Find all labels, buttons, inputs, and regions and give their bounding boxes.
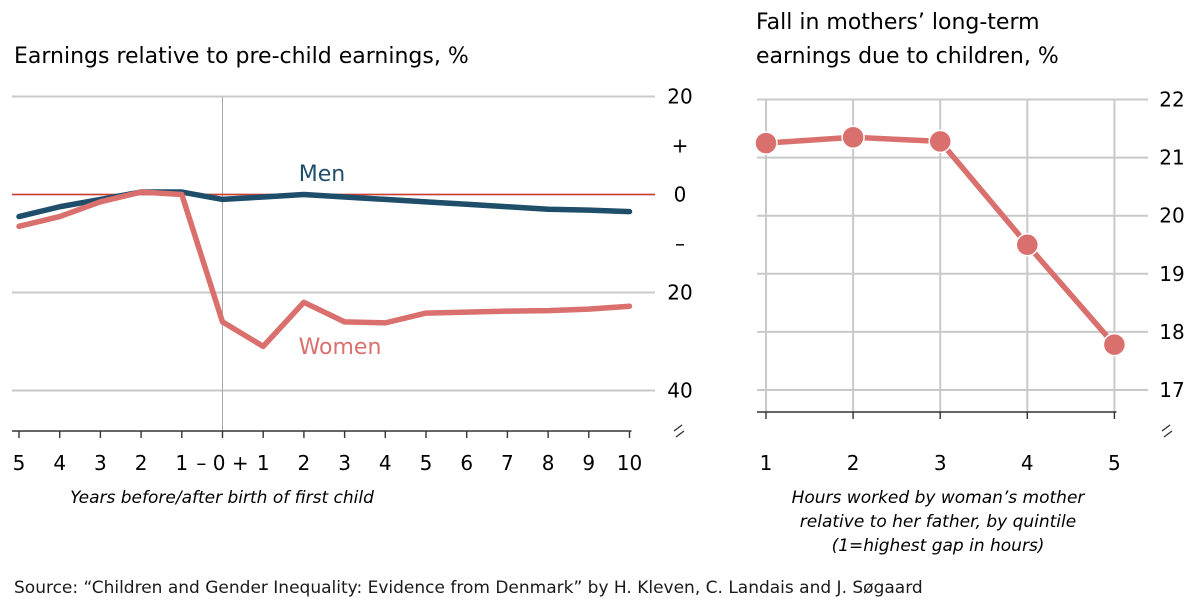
data-point: [1102, 332, 1127, 357]
x-tick-label: 3: [934, 451, 947, 475]
x-tick-label: 5: [1108, 451, 1121, 475]
axis-break-mark: [1161, 424, 1173, 438]
y-tick-label: 19: [1159, 262, 1184, 286]
y-tick-label: 20: [1159, 204, 1184, 228]
series-label-men: Men: [299, 162, 345, 187]
right-chart: Fall in mothers’ long-term earnings due t…: [754, 10, 1185, 556]
y-tick-label: –: [675, 232, 685, 256]
chart-title-line: Fall in mothers’ long-term: [756, 10, 1040, 35]
source-note: Source: “Children and Gender Inequality:…: [14, 578, 923, 598]
x-tick-label: 3: [338, 451, 351, 475]
axis-break-mark: [673, 424, 685, 438]
x-tick-label: 5: [13, 451, 26, 475]
y-tick-label: +: [672, 134, 689, 158]
y-tick-label: 20: [667, 85, 692, 109]
y-tick-label: 0: [674, 183, 687, 207]
y-tick-label: 17: [1159, 378, 1184, 402]
x-tick-label: 1: [257, 451, 270, 475]
y-tick-label: 21: [1159, 146, 1184, 170]
x-tick-label: 9: [582, 451, 595, 475]
series-line-women: [16, 189, 633, 350]
x-tick-label: 1: [760, 451, 773, 475]
x-tick-label: – 0 +: [196, 451, 248, 475]
chart-title-line: earnings due to children, %: [756, 44, 1059, 69]
data-point: [754, 131, 778, 155]
x-axis-title-line: relative to her father, by quintile: [800, 512, 1076, 532]
x-tick-label: 2: [298, 451, 311, 475]
x-tick-label: 10: [617, 451, 642, 475]
series-line-men: [16, 189, 633, 220]
x-axis-title-line: (1=highest gap in hours): [832, 536, 1045, 556]
y-tick-label: 18: [1159, 320, 1184, 344]
x-tick-label: 5: [420, 451, 433, 475]
x-tick-label: 4: [53, 451, 66, 475]
x-tick-label: 8: [542, 451, 555, 475]
data-point: [841, 125, 865, 150]
series-label-women: Women: [299, 335, 382, 360]
y-tick-label: 20: [667, 281, 692, 305]
x-tick-label: 2: [847, 451, 860, 475]
left-chart: Earnings relative to pre-child earnings,…: [12, 44, 693, 508]
data-point: [1015, 233, 1040, 257]
chart-title: Earnings relative to pre-child earnings,…: [14, 44, 469, 69]
x-tick-label: 3: [94, 451, 107, 475]
x-tick-label: 6: [460, 451, 473, 475]
y-tick-label: 40: [667, 379, 692, 403]
x-tick-label: 1: [175, 451, 188, 475]
data-point: [928, 129, 952, 154]
x-axis-title: Years before/after birth of first child: [70, 488, 374, 508]
x-axis-title-line: Hours worked by woman’s mother: [792, 488, 1086, 508]
x-tick-label: 4: [379, 451, 392, 475]
x-tick-label: 4: [1021, 451, 1034, 475]
x-tick-label: 7: [501, 451, 514, 475]
y-tick-label: 22: [1159, 88, 1184, 112]
x-tick-label: 2: [135, 451, 148, 475]
